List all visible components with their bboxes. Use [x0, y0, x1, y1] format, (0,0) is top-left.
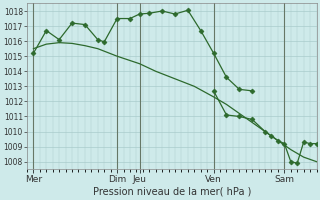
X-axis label: Pression niveau de la mer( hPa ): Pression niveau de la mer( hPa ): [92, 187, 251, 197]
